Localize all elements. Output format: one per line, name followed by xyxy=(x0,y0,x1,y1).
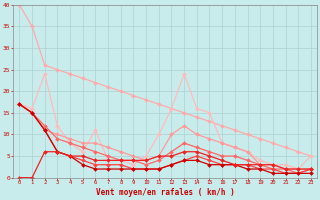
X-axis label: Vent moyen/en rafales ( km/h ): Vent moyen/en rafales ( km/h ) xyxy=(96,188,235,197)
